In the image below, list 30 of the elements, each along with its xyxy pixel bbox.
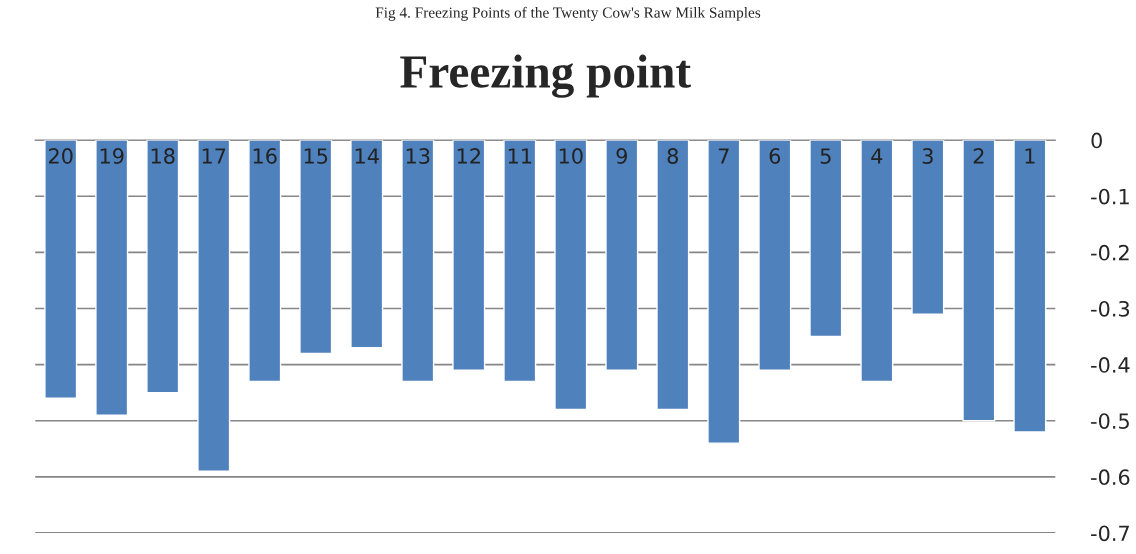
x-tick-label: 18: [151, 148, 175, 164]
x-tick-label: 4: [871, 148, 883, 164]
x-tick-label: 10: [559, 148, 583, 164]
chart-title: Freezing point: [400, 54, 691, 98]
x-tick-label: 2: [973, 148, 984, 164]
x-tick-label: 1: [1025, 148, 1035, 164]
x-tick-label: 20: [48, 148, 73, 164]
x-tick-label: 19: [100, 148, 124, 164]
y-tick-label: -0.4: [1091, 357, 1130, 373]
x-tick-label: 7: [718, 148, 729, 164]
x-tick-label: 9: [616, 148, 627, 164]
x-tick-label: 6: [769, 148, 781, 164]
x-tick-label: 13: [406, 148, 430, 164]
x-tick-label: 11: [508, 148, 532, 164]
y-tick-label: -0.7: [1091, 525, 1129, 542]
x-tick-label: 15: [304, 148, 328, 164]
y-tick-label: -0.3: [1091, 300, 1130, 317]
x-tick-label: 3: [922, 148, 933, 164]
x-tick-label: 14: [355, 148, 379, 164]
y-tick-label: -0.5: [1091, 413, 1129, 429]
y-tick-label: 0: [1091, 132, 1102, 149]
x-tick-label: 17: [202, 148, 226, 164]
x-tick-label: 16: [253, 148, 277, 164]
x-tick-label: 12: [457, 148, 480, 164]
y-tick-label: -0.6: [1091, 469, 1130, 486]
caption: Fig 4. Freezing Points of the Twenty Cow's Raw Milk Samples: [375, 6, 761, 21]
y-tick-label: -0.1: [1091, 188, 1129, 205]
y-tick-label: -0.2: [1091, 244, 1129, 261]
x-tick-label: 5: [820, 148, 831, 164]
x-tick-label: 8: [667, 148, 678, 164]
